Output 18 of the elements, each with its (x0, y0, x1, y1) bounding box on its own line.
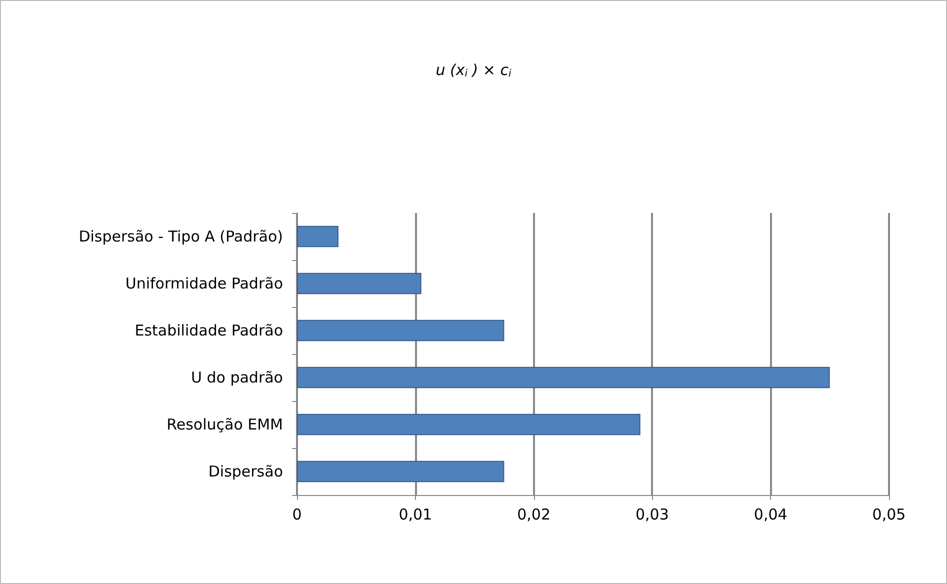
bar (297, 226, 338, 248)
y-tick-label: Dispersão (208, 462, 283, 480)
x-tick-label: 0,02 (517, 506, 551, 524)
bar (297, 460, 504, 482)
bar (297, 414, 640, 436)
y-tick-label: U do padrão (191, 368, 283, 386)
bar (297, 320, 504, 342)
x-tick-label: 0 (292, 506, 302, 524)
x-tick-label: 0,04 (754, 506, 788, 524)
x-tick-label: 0,03 (635, 506, 669, 524)
x-tick-label: 0,01 (398, 506, 432, 524)
x-tick-label: 0,05 (872, 506, 906, 524)
bar (297, 366, 830, 388)
y-tick-label: Dispersão - Tipo A (Padrão) (78, 228, 283, 246)
bar (297, 272, 422, 294)
y-tick-label: Resolução EMM (166, 416, 283, 434)
y-tick-label: Uniformidade Padrão (125, 274, 283, 292)
y-tick-label: Estabilidade Padrão (134, 322, 283, 340)
